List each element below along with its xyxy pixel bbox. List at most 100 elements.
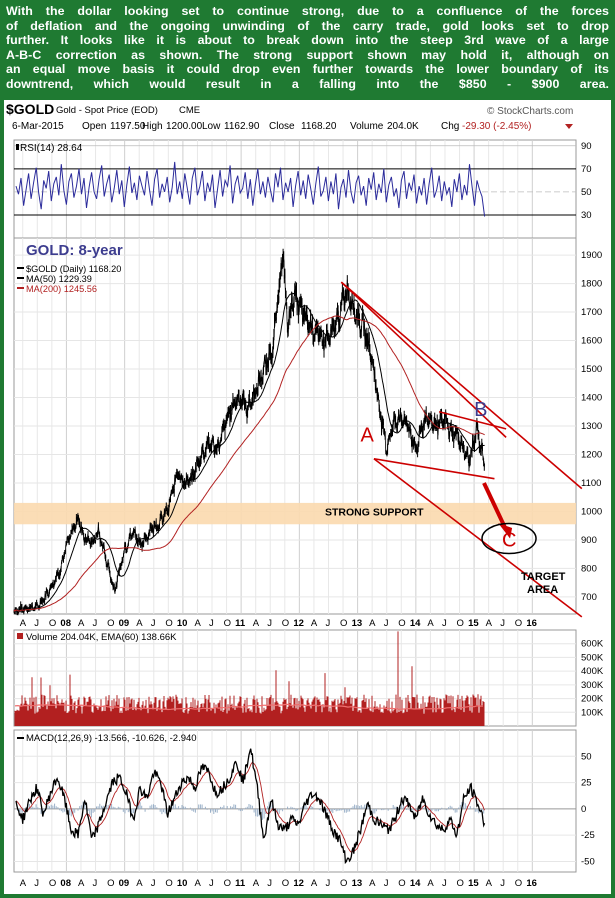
macd-title: MACD(12,26,9) -13.566, -10.626, -2.940 xyxy=(26,733,197,744)
commentary-line: With the dollar looking set to continue … xyxy=(6,4,609,18)
chart-symbol: $GOLD xyxy=(6,101,54,117)
volume-tick-label: 500K xyxy=(581,652,604,663)
price-tick-label: 1700 xyxy=(581,307,602,318)
month-tick-label: 16 xyxy=(526,618,537,629)
month-tick-label: J xyxy=(93,878,98,889)
price-tick-label: 1600 xyxy=(581,336,602,347)
volume-bars xyxy=(14,631,485,726)
month-tick-label: J xyxy=(325,878,330,889)
month-tick-label: 11 xyxy=(235,878,246,889)
support-label: STRONG SUPPORT xyxy=(325,506,424,518)
month-tick-label: 09 xyxy=(119,878,130,889)
b-line xyxy=(438,410,507,430)
price-group: 700 800 900 1000 1100 1200 1300 1400 1500 1600 170… xyxy=(13,238,602,618)
rsi-tick-label: 30 xyxy=(581,210,592,221)
quote-chg-label: Chg xyxy=(441,121,459,132)
month-tick-label: 15 xyxy=(468,878,479,889)
macd-signal-line xyxy=(15,761,486,853)
month-tick-label: 10 xyxy=(177,878,188,889)
month-tick-label: 08 xyxy=(60,618,71,629)
macd-tick-label: 0 xyxy=(581,804,586,815)
month-tick-label: 10 xyxy=(177,618,188,629)
volume-tick-label: 100K xyxy=(581,707,604,718)
month-tick-label: A xyxy=(78,878,85,889)
quote-chg: -29.30 (-2.45%) xyxy=(462,121,531,132)
rsi-line xyxy=(15,161,486,217)
ma50-line xyxy=(13,292,485,612)
month-tick-label: 08 xyxy=(60,878,71,889)
chart-name: Gold - Spot Price (EOD) xyxy=(56,105,158,116)
channel-lower-line xyxy=(373,458,583,618)
legend-entry: MA(200) 1245.56 xyxy=(26,284,97,294)
month-tick-label: O xyxy=(282,618,289,629)
month-tick-label: 13 xyxy=(352,878,363,889)
rsi-tick-label: 50 xyxy=(581,187,592,198)
month-tick-label: O xyxy=(224,618,231,629)
macd-line xyxy=(15,748,486,865)
macd-tick-label: -25 xyxy=(581,830,595,841)
macd-group: -50 -25 0 25 50 MACD(12,26,9) -13.566, -10.62… xyxy=(14,730,595,872)
commentary-line: downtrend, which would result in a falli… xyxy=(6,76,609,91)
month-tick-label: O xyxy=(457,618,464,629)
wave-a-label: A xyxy=(361,425,375,447)
volume-title: Volume 204.04K, EMA(60) 138.66K xyxy=(26,632,177,643)
quote-low: 1162.90 xyxy=(224,121,260,132)
wedge-upper-line xyxy=(340,281,507,438)
price-tick-label: 1500 xyxy=(581,364,602,375)
month-tick-label: J xyxy=(209,618,214,629)
commentary-line: an equal move basis it could drop even f… xyxy=(6,62,609,77)
month-tick-label: 13 xyxy=(352,618,363,629)
month-tick-label: J xyxy=(500,878,505,889)
quote-line: 6-Mar-2015 Open 1197.50 High 1200.00 Low… xyxy=(12,121,573,132)
quote-low-label: Low xyxy=(202,121,221,132)
month-tick-label: J xyxy=(34,878,39,889)
month-tick-label: 12 xyxy=(293,618,304,629)
quote-high: 1200.00 xyxy=(166,121,203,132)
month-tick-label: J xyxy=(325,618,330,629)
down-arrow-icon xyxy=(565,124,573,129)
month-tick-label: O xyxy=(49,878,56,889)
month-tick-label: O xyxy=(107,878,114,889)
price-title: GOLD: 8-year xyxy=(26,242,123,259)
quote-volume-label: Volume xyxy=(350,121,384,132)
volume-tick-label: 400K xyxy=(581,666,604,677)
month-tick-label: J xyxy=(34,618,39,629)
quote-date: 6-Mar-2015 xyxy=(12,121,64,132)
month-tick-label: J xyxy=(384,878,389,889)
price-tick-label: 1900 xyxy=(581,250,602,261)
volume-group: 100K 200K 300K 400K 500K 600K Volume 204.04K, … xyxy=(14,630,604,726)
target-ellipse xyxy=(481,522,537,555)
month-tick-label: O xyxy=(457,878,464,889)
month-tick-label: J xyxy=(267,618,272,629)
price-tick-label: 900 xyxy=(581,535,597,546)
commentary-text: With the dollar looking set to continue … xyxy=(6,4,609,92)
wave-b-label: B xyxy=(474,399,487,421)
month-tick-label: J xyxy=(384,618,389,629)
month-tick-label: 15 xyxy=(468,618,479,629)
month-tick-label: A xyxy=(486,878,493,889)
month-tick-label: O xyxy=(49,618,56,629)
target-label: TARGET xyxy=(521,571,566,583)
chart-exchange: CME xyxy=(179,105,200,116)
quote-high-label: High xyxy=(142,121,163,132)
month-tick-label: O xyxy=(398,618,405,629)
month-tick-label: 14 xyxy=(410,618,421,629)
month-tick-label: J xyxy=(151,878,156,889)
wave-c-label: C xyxy=(502,530,516,552)
rsi-swatch xyxy=(16,144,19,150)
month-tick-label: A xyxy=(369,878,376,889)
month-tick-label: A xyxy=(78,618,85,629)
month-tick-label: J xyxy=(442,878,447,889)
month-tick-label: O xyxy=(515,618,522,629)
macd-tick-label: 25 xyxy=(581,778,592,789)
month-tick-label: J xyxy=(500,618,505,629)
month-tick-label: O xyxy=(282,878,289,889)
month-tick-label: O xyxy=(340,618,347,629)
month-tick-label: O xyxy=(340,878,347,889)
ema-line xyxy=(14,703,483,711)
volume-swatch xyxy=(17,633,23,639)
legend-entry: $GOLD (Daily) 1168.20 xyxy=(26,264,121,274)
month-tick-label: A xyxy=(253,618,260,629)
month-tick-label: J xyxy=(151,618,156,629)
